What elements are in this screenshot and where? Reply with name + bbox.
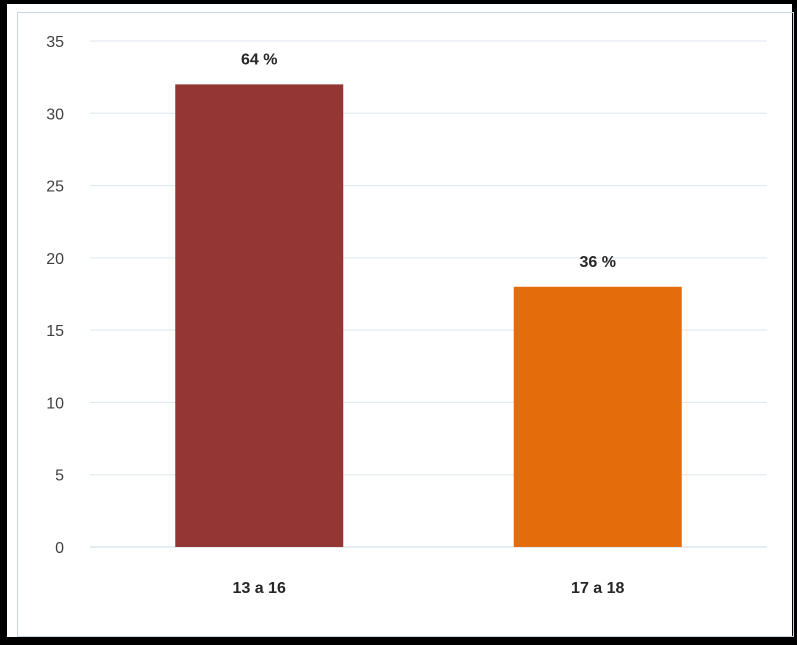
x-category-label: 13 a 16 [233,580,286,597]
y-tick-label: 25 [46,179,64,196]
chart-area-border [17,12,794,637]
bar [513,286,682,547]
y-axis: 0 5 10 15 20 25 30 35 [46,34,64,557]
x-axis: 13 a 16 17 a 18 [233,580,625,597]
x-category-label: 17 a 18 [571,580,624,597]
y-tick-label: 15 [46,323,64,340]
y-tick-label: 20 [46,251,64,268]
y-tick-label: 10 [46,395,64,412]
bars: 64 % 36 % [175,51,682,547]
y-tick-label: 5 [55,468,64,485]
y-tick-label: 35 [46,34,64,51]
data-label: 64 % [241,51,277,68]
bar [175,84,344,547]
y-tick-label: 30 [46,106,64,123]
data-label: 36 % [580,254,616,271]
y-tick-label: 0 [55,540,64,557]
